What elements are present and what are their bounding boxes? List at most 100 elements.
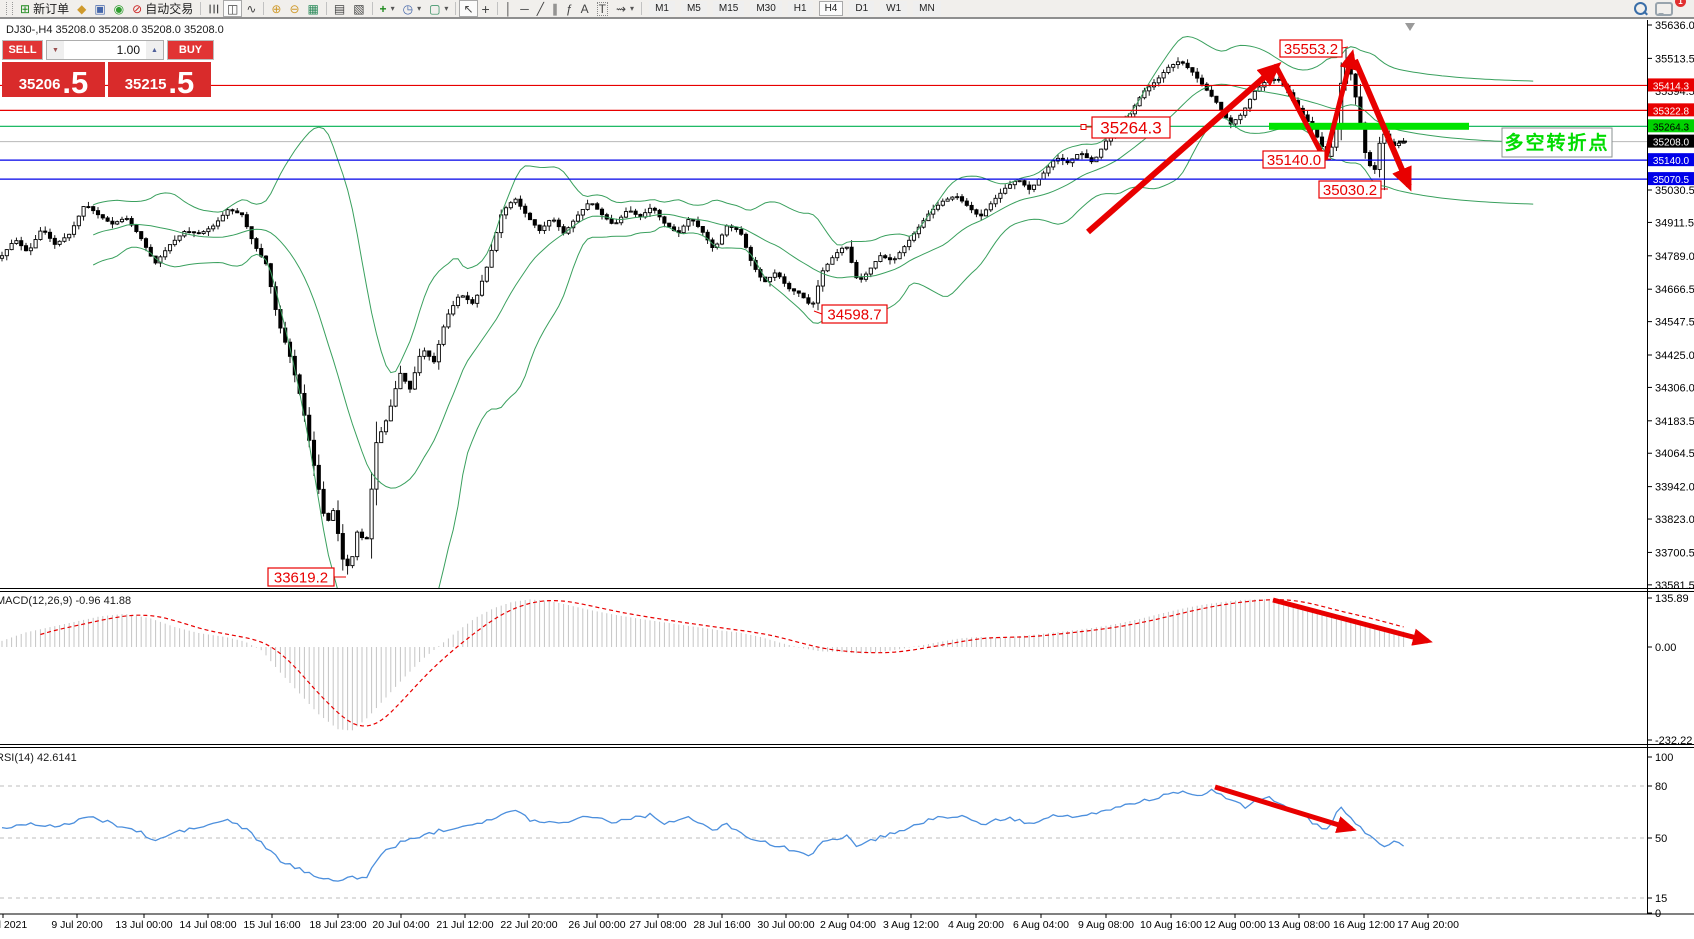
notifications-button[interactable]: 1: [1651, 0, 1686, 17]
chart-shift-marker[interactable]: [1405, 23, 1415, 31]
line-chart-icon: ∿: [246, 1, 257, 16]
sell-button[interactable]: SELL: [2, 40, 43, 60]
price-callout-label: 35264.3: [1100, 119, 1161, 138]
trend-arrow[interactable]: [1086, 62, 1282, 235]
timeframe-button-M5[interactable]: M5: [680, 1, 707, 16]
autotrading-label: 自动交易: [145, 2, 194, 16]
toolbar-grip[interactable]: [6, 2, 13, 15]
price-tick-label: 34911.5: [1655, 217, 1694, 229]
main-toolbar: ⊞ 新订单 ◆ ▣ ◉ ⊘ 自动交易 ☰ ◫ ∿ ⊕ ⊖ ▦ ▤ ▧ + ▾ ◷…: [0, 0, 1694, 19]
sell-price[interactable]: 35206 .5: [2, 62, 105, 98]
price-callout[interactable]: [1262, 150, 1326, 169]
timeframe-button-M30[interactable]: M30: [750, 1, 782, 16]
chevron-down-icon: ▾: [444, 4, 449, 13]
timeframe-button-M1[interactable]: M1: [649, 1, 675, 16]
price-callout[interactable]: [1279, 39, 1343, 58]
time-tick-label: 10 Aug 16:00: [1140, 919, 1202, 931]
indicators-list-button[interactable]: ▤: [330, 0, 349, 17]
time-tick-label: 22 Jul 20:00: [500, 919, 557, 931]
one-click-trading-panel: DJ30-,H4 35208.0 35208.0 35208.0 35208.0…: [0, 22, 224, 98]
price-callout[interactable]: [1318, 180, 1382, 199]
buy-button[interactable]: BUY: [167, 40, 214, 60]
price-level-badge: [1648, 119, 1694, 133]
price-callout[interactable]: [267, 567, 335, 587]
price-tick-label: 35030.5: [1655, 185, 1694, 197]
market-watch-button[interactable]: ◆: [73, 0, 90, 17]
toolbar-separator: [263, 2, 265, 15]
horizontal-line-tool-button[interactable]: ─: [516, 0, 533, 17]
support-zone-bar[interactable]: [1269, 122, 1469, 130]
trend-arrow[interactable]: [1322, 49, 1357, 161]
search-icon: [1634, 2, 1647, 15]
new-order-button[interactable]: ⊞ 新订单: [16, 0, 73, 17]
autotrading-button[interactable]: ⊘ 自动交易: [128, 0, 197, 17]
price-callout-label: 34598.7: [827, 306, 881, 323]
search-button[interactable]: [1630, 0, 1651, 17]
price-level-badge-label: 35414.3: [1653, 81, 1690, 92]
price-level-badge: [1648, 103, 1694, 117]
signals-button[interactable]: ◉: [110, 0, 128, 17]
text-tool-button[interactable]: A: [577, 0, 593, 17]
timeframe-button-H1[interactable]: H1: [787, 1, 813, 16]
periods-button[interactable]: ◷ ▾: [399, 0, 426, 17]
chart-area[interactable]: 35636.035513.535394.535272.035151.535030…: [0, 20, 1694, 939]
price-callout-label: 33619.2: [274, 569, 328, 586]
label-tool-button[interactable]: T: [593, 0, 612, 17]
rsi-trend-arrow[interactable]: [1214, 784, 1357, 833]
price-tick-label: 34183.5: [1655, 416, 1694, 428]
price-tick-label: 34064.5: [1655, 448, 1694, 460]
trend-arrow[interactable]: [1274, 66, 1328, 162]
rsi-scale-label: 100: [1655, 752, 1673, 764]
chevron-down-icon: ▾: [630, 4, 635, 13]
bar-chart-button[interactable]: ☰: [204, 0, 223, 17]
time-tick-label: 13 Jul 00:00: [115, 919, 172, 931]
time-tick-label: 13 Aug 08:00: [1268, 919, 1330, 931]
trendline-tool-button[interactable]: ╱: [533, 0, 548, 17]
price-callout-label: 35553.2: [1284, 41, 1338, 58]
macd-scale-label: -232.22: [1655, 735, 1692, 747]
volume-decrease-button[interactable]: ▼: [47, 41, 64, 59]
timeframe-button-M15[interactable]: M15: [712, 1, 745, 16]
time-tick-label: 30 Jul 00:00: [757, 919, 814, 931]
note-box[interactable]: [1501, 127, 1613, 158]
timeframe-button-W1[interactable]: W1: [880, 1, 908, 16]
terminal-button[interactable]: ▣: [90, 0, 109, 17]
vertical-line-tool-button[interactable]: │: [501, 0, 517, 17]
channel-tool-button[interactable]: ∥: [548, 0, 562, 17]
note-box-label: 多空转折点: [1504, 131, 1609, 154]
trend-arrow[interactable]: [1352, 58, 1412, 192]
crosshair-tool-button[interactable]: +: [478, 0, 494, 17]
tile-windows-button[interactable]: ▦: [304, 0, 323, 17]
chart-symbol-ohlc: DJ30-,H4 35208.0 35208.0 35208.0 35208.0: [6, 24, 224, 36]
horizontal-line-icon: ─: [520, 1, 529, 16]
timeframe-button-MN[interactable]: MN: [913, 1, 941, 16]
candlestick-chart-button[interactable]: ◫: [222, 0, 243, 17]
time-tick-label: 15 Jul 16:00: [243, 919, 300, 931]
line-chart-button[interactable]: ∿: [242, 0, 260, 17]
macd-signal-line: [40, 599, 1404, 727]
toolbar-separator: [325, 2, 327, 15]
time-tick-label: 28 Jul 16:00: [693, 919, 750, 931]
zoom-in-button[interactable]: ⊕: [267, 0, 285, 17]
price-tick-label: 34547.5: [1655, 317, 1694, 329]
volume-increase-button[interactable]: ▲: [146, 41, 163, 59]
macd-trend-arrow[interactable]: [1272, 597, 1433, 646]
time-tick-label: 12 Aug 00:00: [1204, 919, 1266, 931]
templates-button[interactable]: ▢ ▾: [425, 0, 452, 17]
cursor-tool-button[interactable]: ↖: [459, 0, 478, 17]
price-callout[interactable]: [821, 304, 888, 324]
timeframe-button-D1[interactable]: D1: [849, 1, 875, 16]
rsi-scale-label: 50: [1655, 833, 1667, 845]
signal-icon: ◉: [113, 1, 125, 16]
zoom-out-button[interactable]: ⊖: [285, 0, 303, 17]
fibonacci-tool-button[interactable]: ƒ: [562, 0, 577, 17]
volume-input[interactable]: 1.00: [116, 43, 140, 57]
timeframe-button-H4[interactable]: H4: [818, 1, 844, 16]
callout-handle[interactable]: [1080, 124, 1087, 130]
buy-price[interactable]: 35215 .5: [108, 62, 211, 98]
arrows-tool-button[interactable]: ⇝ ▾: [612, 0, 638, 17]
toolbar-separator: [371, 2, 373, 15]
add-indicator-button[interactable]: + ▾: [376, 0, 399, 17]
profiles-button[interactable]: ▧: [349, 0, 368, 17]
price-callout[interactable]: [1091, 116, 1171, 139]
